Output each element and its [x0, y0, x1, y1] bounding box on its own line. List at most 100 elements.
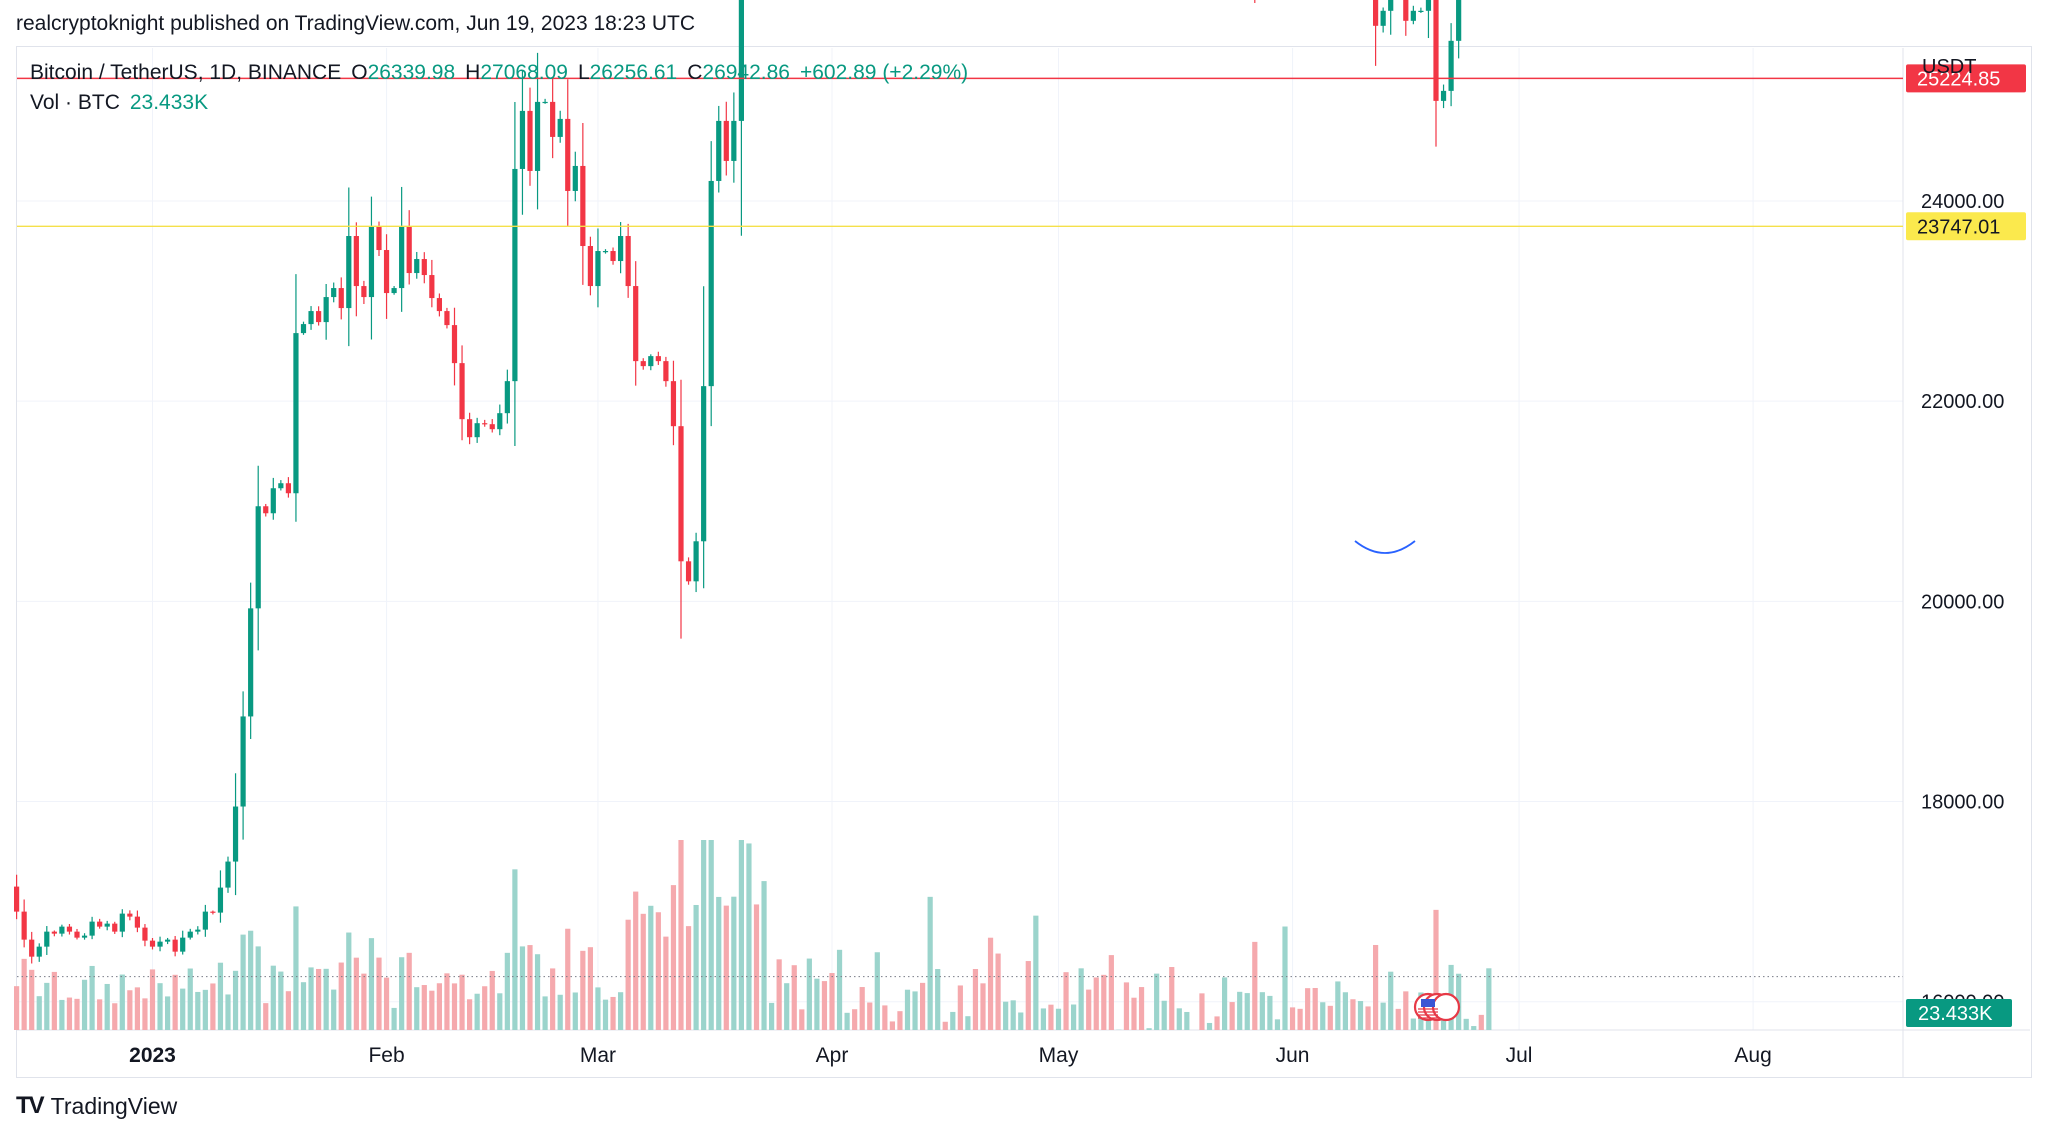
volume-bar: [942, 1021, 948, 1030]
candle-body: [383, 250, 390, 294]
low-value: 26256.61: [589, 61, 678, 84]
volume-bar: [474, 993, 480, 1030]
candle-body: [565, 118, 571, 191]
candle-body: [338, 288, 344, 309]
candle-body: [421, 259, 427, 276]
volume-bar: [565, 928, 571, 1030]
volume-bar: [655, 912, 661, 1030]
volume-bar: [36, 996, 42, 1030]
candle-body: [202, 911, 208, 930]
volume-bar: [399, 957, 405, 1030]
volume-bar: [738, 840, 744, 1030]
volume-bar: [202, 989, 208, 1030]
volume-bar: [542, 996, 548, 1030]
volume-bar: [1063, 972, 1069, 1030]
published-line: realcryptoknight published on TradingVie…: [16, 12, 696, 35]
candle-body: [1456, 0, 1462, 41]
candle-body: [451, 325, 458, 364]
symbol-label[interactable]: Bitcoin / TetherUS, 1D, BINANCE: [30, 61, 342, 84]
volume-bar: [1395, 1008, 1401, 1030]
volume-bar: [74, 998, 80, 1030]
volume-bar: [338, 962, 344, 1030]
candle-body: [693, 541, 699, 582]
candle-body: [467, 419, 473, 438]
volume-bar: [950, 1011, 956, 1030]
volume-bar: [21, 958, 27, 1030]
price-tag: [1906, 212, 2026, 241]
volume-bar: [421, 985, 427, 1030]
volume-bar: [1403, 991, 1409, 1030]
volume-bar: [1222, 977, 1228, 1030]
candle-body: [29, 939, 35, 957]
volume-bar: [610, 996, 616, 1030]
candle-body: [361, 286, 367, 298]
candle-body: [270, 488, 276, 514]
volume-bar: [353, 957, 359, 1030]
volume-bar: [685, 926, 692, 1030]
candle-body: [81, 935, 88, 938]
volume-bar: [1010, 1000, 1016, 1030]
volume-bar: [1297, 1008, 1303, 1030]
volume-bar: [1252, 941, 1258, 1030]
x-tick-label: Jun: [1276, 1044, 1310, 1067]
volume-bar: [1078, 968, 1084, 1030]
candle-body: [278, 483, 284, 489]
volume-bar: [829, 973, 835, 1030]
volume-bar: [482, 986, 488, 1030]
volume-bar: [89, 965, 95, 1030]
candle-body: [1418, 10, 1424, 13]
candle-body: [368, 227, 375, 298]
candle-body: [14, 886, 20, 912]
candle-body: [429, 275, 435, 299]
volume-bar: [1305, 988, 1311, 1030]
volume-bar: [1033, 915, 1039, 1030]
candle-body: [1403, 0, 1409, 21]
candle-body: [346, 236, 352, 309]
volume-bar: [1214, 1016, 1220, 1030]
volume-bar: [527, 945, 533, 1030]
currency-label[interactable]: USDT: [1922, 56, 1977, 78]
volume-bar: [293, 906, 299, 1030]
candle-body: [414, 259, 420, 274]
candle-body: [482, 423, 488, 425]
candle-body: [731, 120, 737, 161]
volume-bar: [225, 994, 231, 1030]
candle-body: [655, 356, 661, 362]
volume-bar: [1154, 973, 1160, 1030]
volume-tag: [1906, 999, 2012, 1027]
candle-body: [300, 324, 307, 334]
candle-body: [285, 483, 291, 494]
volume-bar: [1199, 993, 1205, 1030]
volume-bar: [1146, 1028, 1152, 1030]
volume-bar: [172, 974, 178, 1030]
volume-bar: [519, 946, 526, 1030]
volume-bar: [1086, 989, 1092, 1030]
candle-body: [459, 363, 465, 420]
volume-bar: [708, 840, 714, 1030]
volume-bar: [784, 983, 790, 1030]
volume-bar: [557, 994, 563, 1030]
volume-bar: [1335, 981, 1341, 1030]
volume-label[interactable]: Vol · BTC: [30, 91, 120, 114]
candle-body: [1448, 40, 1454, 91]
change-value: +602.89 (+2.29%): [799, 61, 969, 84]
candle-body: [21, 911, 27, 940]
volume-bar: [1410, 1018, 1416, 1030]
chart-legend: Bitcoin / TetherUS, 1D, BINANCE O26339.9…: [30, 58, 968, 118]
candle-body: [104, 923, 110, 927]
volume-bar: [874, 952, 880, 1030]
tradingview-brand[interactable]: TV TradingView: [16, 1092, 177, 1120]
candle-body: [572, 165, 578, 191]
candle-body: [232, 806, 239, 862]
volume-bar: [640, 913, 646, 1030]
volume-bar: [331, 989, 337, 1030]
volume-bar: [142, 998, 148, 1030]
volume-bar: [240, 934, 246, 1030]
candle-body: [157, 941, 163, 947]
volume-bar: [1282, 926, 1288, 1030]
volume-bar: [459, 974, 465, 1030]
candle-body: [1433, 0, 1439, 101]
volume-bar: [1365, 1006, 1371, 1030]
volume-bar: [323, 968, 329, 1030]
